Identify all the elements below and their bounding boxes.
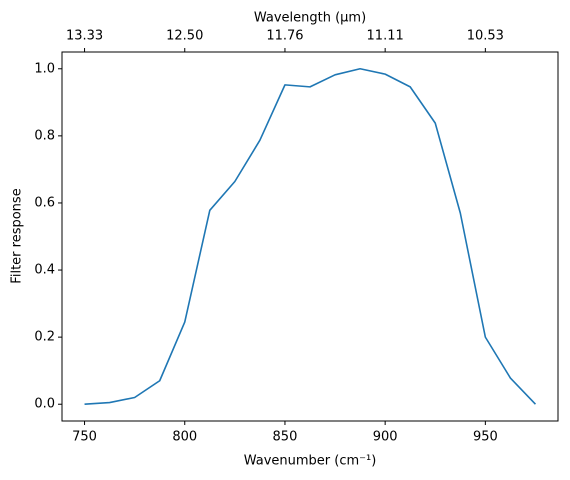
y-tick-label: 1.0 [34, 61, 55, 76]
top-tick-label: 11.11 [367, 29, 404, 44]
y-tick-label: 0.6 [34, 195, 55, 210]
y-axis-label: Filter response [10, 188, 25, 283]
x-tick-label: 850 [273, 430, 298, 445]
axes-frame [61, 51, 559, 422]
x-tick-label: 800 [172, 430, 197, 445]
y-tick-label: 0.4 [34, 263, 55, 278]
y-tick-label: 0.2 [34, 330, 55, 345]
top-axis-label: Wavelength (μm) [254, 11, 366, 26]
data-line [84, 67, 537, 406]
x-tick-label: 900 [373, 430, 398, 445]
x-axis-label: Wavenumber (cm⁻¹) [244, 454, 377, 469]
top-tick-label: 12.50 [166, 29, 203, 44]
y-tick-label: 0.8 [34, 128, 55, 143]
top-tick-label: 11.76 [266, 29, 303, 44]
y-tick-label: 0.0 [34, 397, 55, 412]
top-tick-label: 10.53 [467, 29, 504, 44]
x-tick-label: 950 [473, 430, 498, 445]
top-tick-label: 13.33 [66, 29, 103, 44]
x-tick-label: 750 [72, 430, 97, 445]
